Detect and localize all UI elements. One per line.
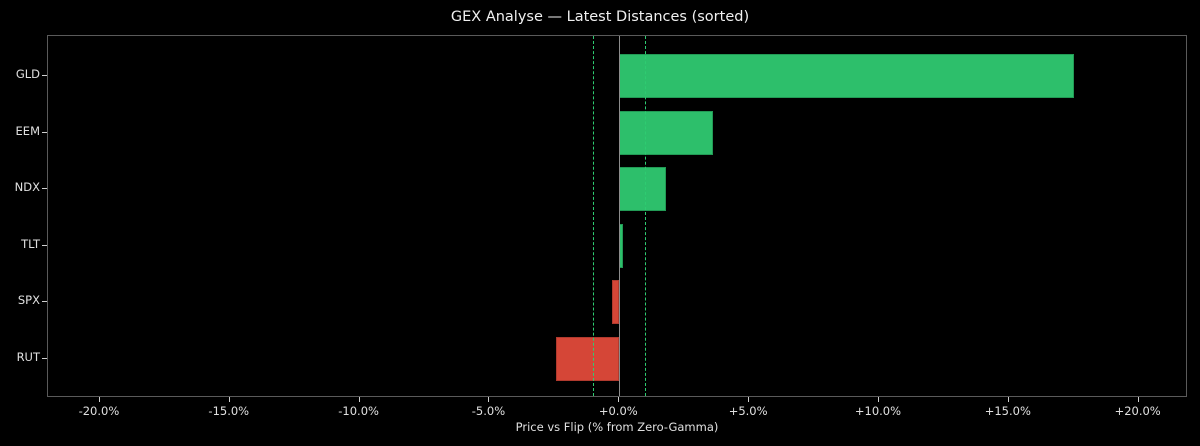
bar-eem <box>619 110 713 155</box>
y-tick <box>42 244 47 246</box>
x-tick-label: +15.0% <box>984 404 1031 418</box>
x-tick <box>618 397 620 402</box>
x-tick <box>228 397 230 402</box>
x-tick <box>1137 397 1139 402</box>
threshold-line <box>593 36 595 396</box>
y-tick <box>42 301 47 303</box>
x-tick <box>98 397 100 402</box>
zero-line <box>619 36 621 396</box>
x-tick <box>877 397 879 402</box>
chart-title: GEX Analyse — Latest Distances (sorted) <box>450 9 750 25</box>
y-tick-label: NDX <box>14 180 40 195</box>
x-tick-label: +5.0% <box>728 404 768 418</box>
x-tick <box>488 397 490 402</box>
y-tick-label: SPX <box>17 293 40 308</box>
plot-area <box>47 35 1187 397</box>
x-tick-label: -15.0% <box>208 404 250 418</box>
bar-rut <box>555 337 620 381</box>
x-tick-label: -20.0% <box>78 404 120 418</box>
y-tick-label: EEM <box>15 123 40 138</box>
x-tick <box>1007 397 1009 402</box>
x-tick <box>748 397 750 402</box>
threshold-line <box>645 36 647 396</box>
x-tick-label: +0.0% <box>598 404 638 418</box>
y-tick <box>42 188 47 190</box>
x-tick <box>358 397 360 402</box>
y-tick-label: RUT <box>16 350 40 364</box>
bar-spx <box>612 280 620 325</box>
bar-ndx <box>619 167 667 212</box>
y-tick-label: TLT <box>21 236 40 251</box>
x-tick-label: +20.0% <box>1114 404 1161 418</box>
x-tick-label: +10.0% <box>854 404 902 418</box>
y-tick-label: GLD <box>15 67 40 81</box>
x-axis-title: Price vs Flip (% from Zero-Gamma) <box>515 420 719 434</box>
bar-gld <box>619 54 1074 98</box>
y-tick <box>42 131 47 133</box>
x-tick-label: -5.0% <box>471 404 506 418</box>
y-tick <box>42 75 47 76</box>
y-tick <box>42 358 47 359</box>
x-tick-label: -10.0% <box>338 404 379 418</box>
